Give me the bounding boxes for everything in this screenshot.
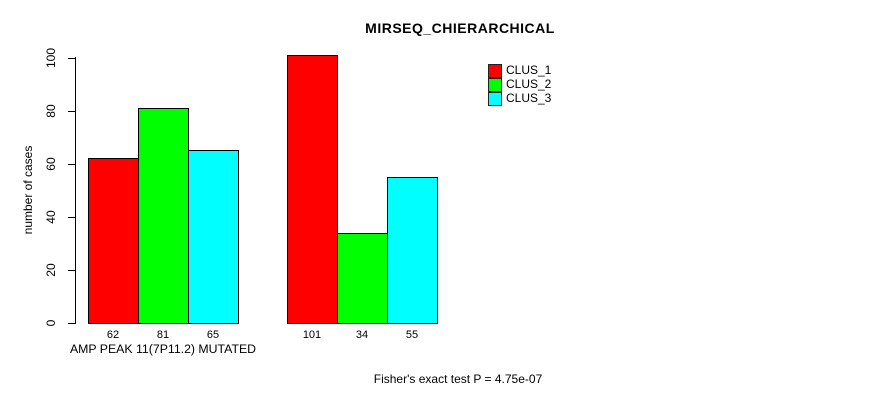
bar-clus_2	[337, 233, 388, 324]
legend-label: CLUS_2	[506, 77, 552, 91]
bar-value-label: 34	[355, 329, 369, 341]
x-group-label: AMP PEAK 11(7P11.2) MUTATED	[69, 342, 257, 356]
y-tick-label: 0	[44, 319, 58, 327]
legend-swatch-icon	[488, 64, 502, 78]
y-axis-label: number of cases	[21, 145, 35, 235]
y-tick-label: 40	[44, 210, 58, 224]
bar-clus_2	[138, 108, 189, 324]
legend-swatch-icon	[488, 78, 502, 92]
y-tick-mark	[68, 163, 75, 165]
legend-label: CLUS_1	[506, 63, 552, 77]
y-tick-label: 60	[44, 157, 58, 171]
legend-swatch-icon	[488, 92, 502, 106]
bar-clus_3	[387, 177, 438, 324]
chart-title: MIRSEQ_CHIERARCHICAL	[365, 20, 555, 36]
legend-label: CLUS_3	[506, 91, 552, 105]
y-tick-mark	[68, 57, 75, 59]
y-tick-label: 20	[44, 263, 58, 277]
bar-value-label: 81	[156, 329, 170, 341]
bar-value-label: 101	[302, 329, 322, 341]
bar-clus_1	[88, 158, 139, 324]
y-axis-line	[75, 57, 76, 324]
y-tick-mark	[68, 110, 75, 112]
y-tick-mark	[68, 323, 75, 324]
y-tick-mark	[68, 269, 75, 271]
y-tick-mark	[68, 216, 75, 218]
footnote-pvalue: Fisher's exact test P = 4.75e-07	[373, 372, 543, 386]
y-tick-label: 80	[44, 104, 58, 118]
bar-clus_1	[287, 55, 338, 324]
bar-value-label: 62	[106, 329, 120, 341]
y-tick-label: 100	[44, 47, 58, 68]
bar-value-label: 65	[206, 329, 220, 341]
bar-clus_3	[188, 150, 239, 324]
bar-value-label: 55	[405, 329, 419, 341]
